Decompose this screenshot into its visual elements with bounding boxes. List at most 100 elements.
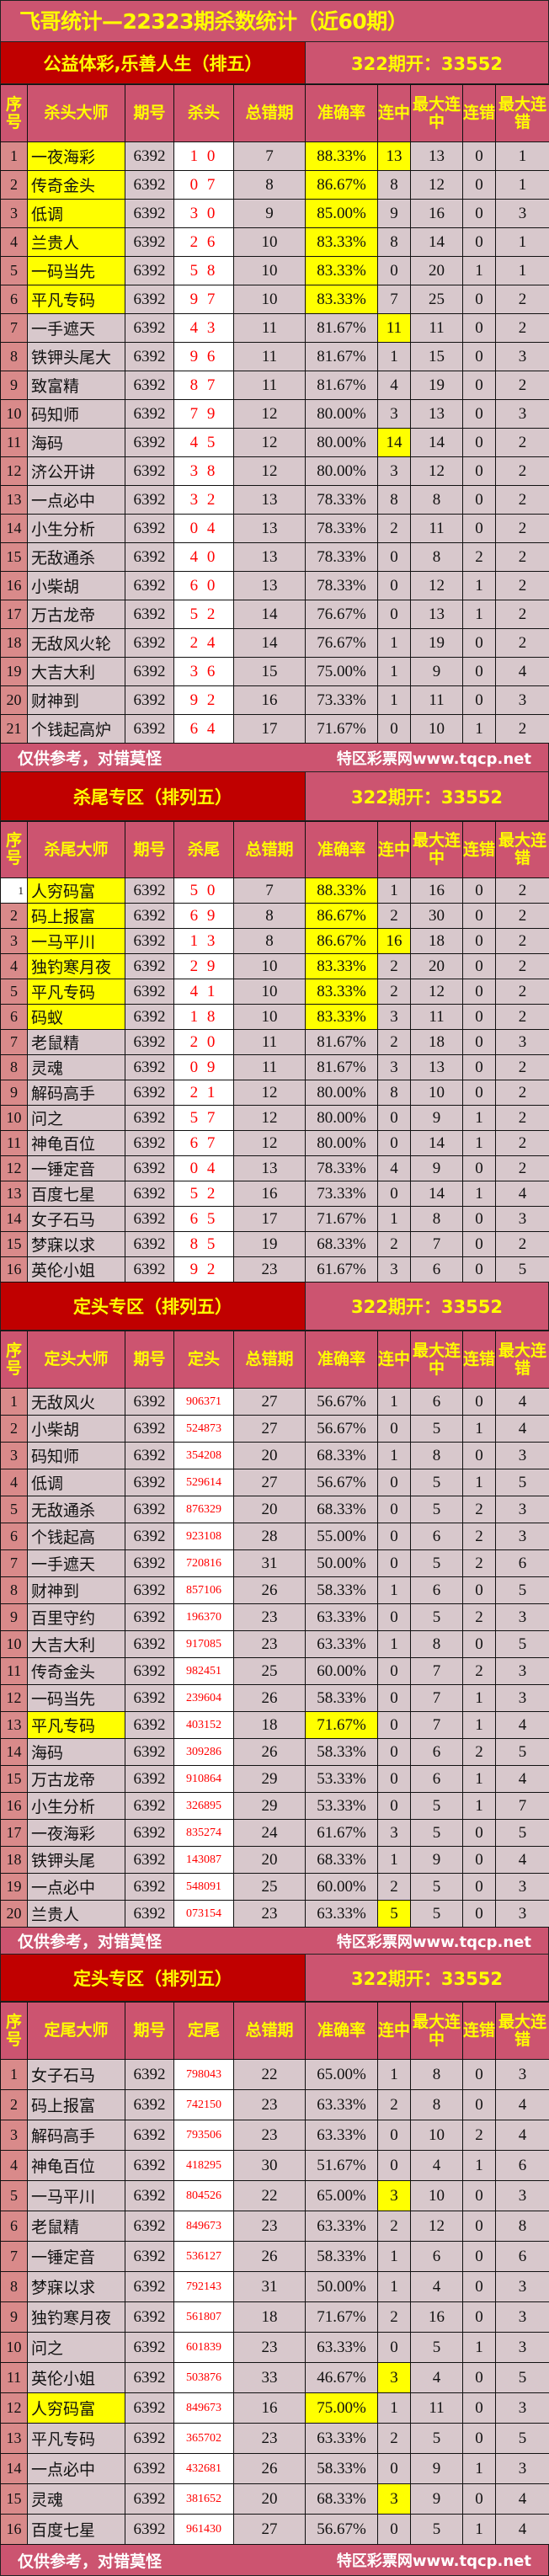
column-header-streak: 连中: [378, 85, 411, 142]
cell-seq: 12: [1, 1156, 28, 1181]
cell-miss-streak: 0: [463, 954, 496, 979]
cell-max-streak: 8: [411, 1631, 463, 1658]
cell-total-errors: 14: [234, 629, 306, 658]
cell-name: 小柴胡: [28, 572, 125, 600]
cell-accuracy: 58.33%: [306, 1739, 378, 1766]
cell-period: 6392: [125, 1604, 174, 1631]
site-link[interactable]: 特区彩票网www.tqcp.net: [337, 747, 531, 769]
cell-seq: 5: [1, 979, 28, 1005]
site-link[interactable]: 特区彩票网www.tqcp.net: [337, 2549, 531, 2571]
cell-period: 6392: [125, 979, 174, 1005]
cell-name: 财神到: [28, 1577, 125, 1604]
cell-accuracy: 81.67%: [306, 314, 378, 343]
cell-period: 6392: [125, 1443, 174, 1469]
cell-total-errors: 23: [234, 2424, 306, 2454]
cell-accuracy: 86.67%: [306, 929, 378, 954]
site-link[interactable]: 特区彩票网www.tqcp.net: [337, 1930, 531, 1952]
cell-streak: 0: [378, 257, 411, 285]
cell-pick: 5 0: [174, 878, 234, 904]
cell-period: 6392: [125, 1156, 174, 1181]
cell-period: 6392: [125, 1658, 174, 1685]
cell-seq: 14: [1, 1739, 28, 1766]
cell-total-errors: 26: [234, 2454, 306, 2484]
cell-pick: 982451: [174, 1658, 234, 1685]
cell-streak: 1: [378, 658, 411, 686]
cell-total-errors: 20: [234, 1847, 306, 1874]
cell-miss-streak: 2: [463, 1550, 496, 1577]
cell-name: 码蚁: [28, 1005, 125, 1030]
cell-pick: 9 7: [174, 285, 234, 314]
cell-seq: 15: [1, 1232, 28, 1257]
cell-streak: 2: [378, 1232, 411, 1257]
cell-streak: 0: [378, 1766, 411, 1793]
cell-accuracy: 63.33%: [306, 1604, 378, 1631]
cell-miss-streak: 0: [463, 2302, 496, 2333]
cell-streak: 1: [378, 1631, 411, 1658]
cell-pick: 5 2: [174, 600, 234, 629]
cell-seq: 1: [1, 142, 28, 171]
cell-total-errors: 7: [234, 878, 306, 904]
cell-streak: 0: [378, 572, 411, 600]
cell-max-miss-streak: 2: [496, 486, 549, 515]
cell-streak: 0: [378, 1658, 411, 1685]
cell-pick: 1 3: [174, 929, 234, 954]
cell-miss-streak: 1: [463, 1106, 496, 1131]
cell-max-streak: 5: [411, 1469, 463, 1496]
cell-max-streak: 8: [411, 2060, 463, 2090]
cell-seq: 1: [1, 1389, 28, 1416]
cell-miss-streak: 0: [463, 2363, 496, 2393]
cell-accuracy: 83.33%: [306, 954, 378, 979]
cell-miss-streak: 1: [463, 1469, 496, 1496]
cell-pick: 906371: [174, 1389, 234, 1416]
cell-streak: 2: [378, 904, 411, 929]
cell-max-miss-streak: 2: [496, 929, 549, 954]
cell-streak: 1: [378, 2272, 411, 2302]
section-title: 公益体彩,乐善人生（排五）: [1, 42, 306, 83]
cell-max-miss-streak: 2: [496, 600, 549, 629]
cell-accuracy: 83.33%: [306, 228, 378, 257]
cell-period: 6392: [125, 929, 174, 954]
cell-seq: 9: [1, 1080, 28, 1106]
cell-total-errors: 17: [234, 1207, 306, 1232]
cell-period: 6392: [125, 1257, 174, 1283]
cell-period: 6392: [125, 1550, 174, 1577]
cell-seq: 13: [1, 1712, 28, 1739]
footer-note: 仅供参考，对错莫怪 特区彩票网www.tqcp.net: [0, 2545, 549, 2576]
cell-max-miss-streak: 4: [496, 1181, 549, 1207]
cell-streak: 1: [378, 878, 411, 904]
cell-max-streak: 14: [411, 1131, 463, 1156]
cell-miss-streak: 1: [463, 715, 496, 744]
cell-total-errors: 8: [234, 904, 306, 929]
cell-total-errors: 10: [234, 954, 306, 979]
cell-total-errors: 13: [234, 543, 306, 572]
cell-miss-streak: 2: [463, 1604, 496, 1631]
cell-max-miss-streak: 5: [496, 2424, 549, 2454]
column-header-pick: 杀尾: [174, 822, 234, 878]
cell-max-miss-streak: 3: [496, 2302, 549, 2333]
cell-period: 6392: [125, 1005, 174, 1030]
cell-streak: 8: [378, 228, 411, 257]
cell-pick: 793506: [174, 2120, 234, 2151]
cell-max-streak: 5: [411, 1874, 463, 1901]
cell-period: 6392: [125, 2363, 174, 2393]
cell-name: 大吉大利: [28, 1631, 125, 1658]
cell-name: 女子石马: [28, 1207, 125, 1232]
cell-pick: 418295: [174, 2151, 234, 2181]
cell-max-miss-streak: 5: [496, 2363, 549, 2393]
column-header-total-errors: 总错期: [234, 2003, 306, 2060]
cell-total-errors: 11: [234, 343, 306, 371]
section-header: 定头专区（排列五） 322期开：33552: [0, 1955, 549, 2002]
cell-miss-streak: 1: [463, 600, 496, 629]
cell-name: 神龟百位: [28, 1131, 125, 1156]
cell-streak: 2: [378, 2090, 411, 2120]
